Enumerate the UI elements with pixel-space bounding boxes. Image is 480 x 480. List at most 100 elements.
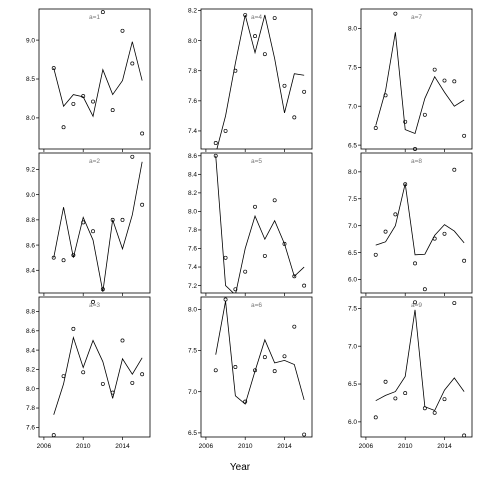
y-tick-label: 7.8 — [188, 227, 197, 234]
panel-9: a=9 6.0 6.5 7.0 7.5 2006 2010 2014 — [348, 296, 473, 450]
y-tick-label: 8.6 — [26, 242, 35, 249]
data-point — [253, 34, 257, 39]
data-point — [452, 301, 457, 306]
y-tick-label: 8.2 — [188, 190, 197, 197]
data-point — [91, 299, 95, 304]
panel-5: a=5 7.2 7.4 7.6 7.8 8.0 8.2 8.4 8.6 — [188, 152, 313, 296]
data-point — [130, 61, 135, 66]
data-point — [442, 231, 447, 236]
y-tick-label: 8.6 — [26, 328, 35, 335]
data-point — [100, 381, 105, 386]
data-point — [120, 217, 125, 222]
data-point — [413, 261, 417, 266]
data-point — [403, 182, 408, 187]
y-tick-label: 7.2 — [188, 283, 197, 290]
y-tick-label: 8.2 — [26, 367, 35, 374]
data-point — [442, 397, 447, 402]
y-tick-label: 6.5 — [348, 142, 357, 149]
panel-title: a=7 — [411, 14, 422, 21]
x-tick-label: 2010 — [238, 443, 253, 450]
data-point — [373, 415, 378, 420]
panel-frame — [200, 8, 313, 150]
data-point — [262, 355, 267, 360]
data-point — [282, 241, 287, 246]
data-point — [452, 167, 457, 172]
data-point — [373, 252, 378, 257]
panel-title: a=5 — [251, 158, 262, 165]
y-tick-label: 7.6 — [188, 246, 197, 253]
data-point — [213, 153, 218, 158]
y-tick-label: 8.0 — [188, 307, 197, 314]
y-tick-label: 8.8 — [26, 217, 35, 224]
y-tick-label: 8.0 — [188, 38, 197, 45]
data-point — [403, 391, 408, 396]
data-point — [432, 236, 437, 241]
y-tick-label: 9.2 — [26, 167, 35, 174]
data-point — [413, 300, 417, 305]
panel-frame — [200, 296, 313, 438]
data-point — [462, 433, 467, 438]
y-tick-label: 7.4 — [188, 264, 197, 271]
y-tick-label: 7.8 — [188, 68, 197, 75]
data-point — [413, 147, 417, 151]
data-point — [120, 28, 125, 33]
panel-frame — [200, 152, 313, 294]
x-tick-label: 2006 — [37, 443, 52, 450]
data-point — [253, 204, 257, 209]
panel-frame — [38, 152, 151, 294]
y-tick-label: 7.8 — [26, 405, 35, 412]
data-point — [110, 108, 115, 113]
y-tick-label: 8.5 — [26, 76, 35, 83]
data-point — [233, 287, 238, 292]
y-tick-label: 6.0 — [348, 419, 357, 426]
data-point — [130, 154, 135, 159]
data-point — [223, 255, 228, 260]
data-point — [282, 83, 287, 88]
fitted-line — [53, 41, 143, 118]
y-tick-label: 8.0 — [26, 115, 35, 122]
data-point — [393, 11, 398, 16]
data-point — [223, 297, 228, 302]
data-point — [233, 365, 238, 369]
data-point — [110, 217, 115, 222]
data-point — [223, 128, 228, 133]
panel-title: a=9 — [411, 302, 422, 309]
data-point — [71, 326, 76, 331]
data-point — [383, 93, 388, 98]
fitted-line — [216, 14, 305, 149]
y-tick-label: 7.5 — [348, 306, 357, 313]
panel-2: a=4 7.4 7.6 7.8 8.0 8.2 — [188, 8, 313, 152]
data-point — [272, 198, 277, 203]
data-point — [61, 258, 66, 263]
data-point — [81, 220, 86, 225]
data-point — [140, 202, 145, 207]
panel-7: a=3 7.6 7.8 8.0 8.2 8.4 8.6 8.8 2006 2010 2014 — [26, 296, 151, 450]
data-point — [213, 368, 218, 373]
y-tick-label: 8.4 — [188, 172, 197, 179]
data-point — [432, 67, 437, 72]
data-point — [243, 399, 248, 404]
data-point — [383, 229, 388, 234]
fitted-line — [53, 161, 143, 292]
y-tick-label: 9.0 — [26, 37, 35, 44]
data-point — [302, 89, 307, 94]
data-point — [61, 125, 66, 130]
fitted-line — [375, 32, 465, 134]
y-tick-label: 7.5 — [188, 348, 197, 355]
y-tick-label: 7.0 — [348, 223, 357, 230]
y-tick-label: 7.0 — [188, 389, 197, 396]
data-point — [373, 126, 378, 130]
data-point — [383, 379, 388, 384]
data-point — [91, 229, 95, 234]
data-point — [243, 13, 248, 17]
y-tick-label: 8.6 — [188, 153, 197, 160]
panel-frame — [38, 8, 151, 150]
data-point — [432, 410, 437, 415]
data-point — [272, 369, 277, 374]
data-point — [462, 133, 467, 138]
x-tick-label: 2014 — [115, 443, 130, 450]
data-point — [71, 101, 76, 106]
fitted-line — [375, 309, 465, 412]
y-tick-label: 7.6 — [188, 98, 197, 105]
